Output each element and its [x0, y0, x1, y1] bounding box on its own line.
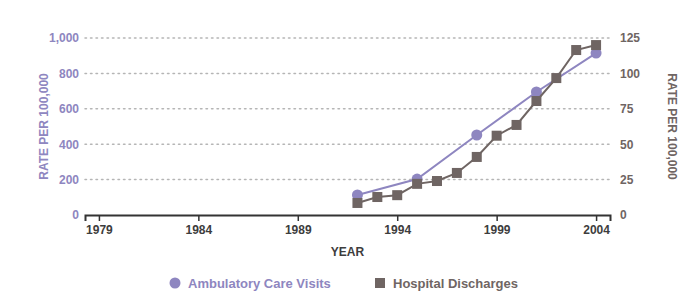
y2-tick: 0 [610, 208, 627, 222]
y-tick-label: 200 [59, 173, 79, 187]
series-point [492, 131, 502, 141]
x-axis-line [86, 216, 611, 222]
x-tick-label: 2004 [583, 223, 610, 237]
y-axis-title: RATE PER 100,000 [37, 73, 51, 180]
y-tick: 0 [72, 208, 85, 222]
y2-tick: 75 [610, 102, 634, 116]
y-axis-line [85, 39, 86, 216]
y2-tick-label: 75 [620, 102, 634, 116]
y2-tick: 25 [610, 173, 634, 187]
y-tick-label: 0 [72, 208, 79, 222]
y2-tick-label: 100 [620, 67, 640, 81]
series-point [512, 120, 522, 130]
x-tick-mark [397, 215, 399, 221]
y-tick-label: 400 [59, 138, 79, 152]
x-tick-label: 1979 [86, 223, 113, 237]
x-tick-label: 1984 [186, 223, 213, 237]
x-tick-mark [99, 215, 101, 221]
y2-axis-line [610, 39, 611, 216]
x-tick-mark [298, 215, 300, 221]
series-line [357, 53, 596, 195]
y2-tick: 125 [610, 31, 640, 45]
grid-line [85, 179, 610, 181]
grid-line [85, 143, 610, 145]
y-tick: 600 [59, 102, 85, 116]
grid [85, 38, 610, 180]
y2-axis: 0 25 50 75 100 125 [610, 31, 640, 222]
series-point [412, 179, 422, 189]
y2-tick-label: 125 [620, 31, 640, 45]
y2-tick-label: 25 [620, 173, 634, 187]
y-tick-label: 800 [59, 67, 79, 81]
x-tick-label: 1989 [285, 223, 312, 237]
x-tick: 2004 [583, 215, 610, 237]
y2-axis-title: RATE PER 100,000 [665, 73, 679, 180]
x-tick: 1994 [384, 215, 411, 237]
series-point [432, 176, 442, 186]
y-tick: 200 [59, 173, 85, 187]
x-tick-mark [198, 215, 200, 221]
series-point [551, 73, 561, 83]
legend-label: Ambulatory Care Visits [188, 276, 331, 291]
y2-tick: 100 [610, 67, 640, 81]
y-tick: 1,000 [49, 31, 85, 45]
series-point [472, 152, 482, 162]
legend-marker [170, 278, 181, 289]
x-axis-title: YEAR [331, 245, 365, 259]
x-tick: 1999 [484, 215, 511, 237]
x-tick-label: 1994 [384, 223, 411, 237]
x-axis: 1979 1984 1989 1994 1999 2004 [86, 215, 611, 237]
x-tick: 1979 [86, 215, 113, 237]
x-tick-label: 1999 [484, 223, 511, 237]
legend-label: Hospital Discharges [393, 276, 518, 291]
y2-tick-label: 0 [620, 208, 627, 222]
series-point [571, 45, 581, 55]
x-tick: 1984 [186, 215, 213, 237]
series-point [392, 190, 402, 200]
chart: 1979 1984 1989 1994 1999 2004 0 200 400 600 800 1,0… [0, 0, 700, 303]
y2-tick: 50 [610, 138, 634, 152]
series-point [352, 198, 362, 208]
plot-area [352, 40, 602, 208]
legend: Ambulatory Care Visits Hospital Discharge… [170, 276, 519, 291]
y-tick: 800 [59, 67, 85, 81]
y-tick-label: 1,000 [49, 31, 79, 45]
series-point [452, 168, 462, 178]
x-tick-mark [596, 215, 598, 221]
series-point [372, 192, 382, 202]
y-axis: 0 200 400 600 800 1,000 [49, 31, 86, 222]
legend-marker [375, 278, 385, 288]
x-tick: 1989 [285, 215, 312, 237]
y-tick-label: 600 [59, 102, 79, 116]
grid-line [85, 37, 610, 39]
series-line [357, 45, 596, 203]
series-point [531, 96, 541, 106]
series-point [471, 129, 482, 140]
y2-tick-label: 50 [620, 138, 634, 152]
x-tick-mark [496, 215, 498, 221]
y-tick: 400 [59, 138, 85, 152]
grid-line [85, 73, 610, 75]
series-point [591, 40, 601, 50]
